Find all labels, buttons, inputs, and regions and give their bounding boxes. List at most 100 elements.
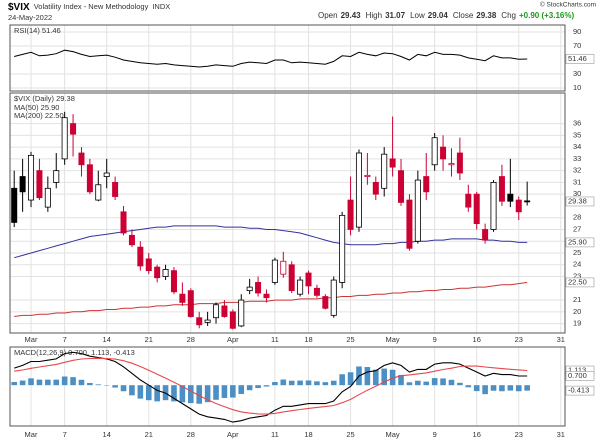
- histogram-bar: [280, 379, 287, 386]
- candle-body: [196, 317, 203, 326]
- histogram-bar: [490, 385, 497, 391]
- histogram-bar: [53, 379, 60, 386]
- quote-label: Low: [410, 11, 425, 20]
- header-title: $VIX Volatility Index - New Methodology IN…: [8, 2, 170, 13]
- y-tick-label: 28: [573, 213, 581, 222]
- panel-background: [10, 25, 565, 91]
- candle-body: [137, 246, 144, 267]
- x-tick-label: 16: [473, 430, 481, 439]
- x-tick-label: 25: [346, 430, 354, 439]
- histogram-bar: [288, 380, 295, 386]
- y-tick-label: 10: [573, 83, 581, 92]
- y-tick-label: 70: [573, 41, 581, 50]
- x-tick-label: 9: [433, 335, 437, 344]
- y-tick-label: 34: [573, 142, 581, 151]
- histogram-bar: [347, 372, 354, 386]
- histogram-bar: [322, 382, 329, 386]
- value-tag-label: 0.700: [568, 371, 587, 380]
- histogram-bar: [129, 385, 135, 396]
- candle-body: [28, 154, 35, 201]
- histogram-bar: [431, 378, 438, 386]
- candle-body: [406, 199, 413, 249]
- y-tick-label: 32: [573, 166, 581, 175]
- candle-body: [473, 193, 480, 224]
- x-tick-label: 21: [145, 430, 153, 439]
- value-tag-label: 22.50: [568, 277, 587, 286]
- x-tick-label: 9: [433, 430, 437, 439]
- histogram-bar: [145, 385, 152, 401]
- copyright: © StockCharts.com: [540, 1, 596, 9]
- candle-body: [297, 279, 304, 295]
- quote-label: High: [366, 11, 382, 20]
- candle-body: [515, 199, 522, 213]
- candle-body: [36, 170, 43, 199]
- y-tick-label: 24: [573, 260, 581, 269]
- candle-body: [498, 176, 505, 202]
- name: Volatility Index - New Methodology: [34, 2, 149, 11]
- histogram-bar: [473, 385, 480, 392]
- panel-frame: [9, 92, 566, 334]
- histogram-bar: [204, 385, 211, 403]
- x-tick-label: Apr: [227, 335, 239, 344]
- rsi-line: [14, 49, 528, 68]
- histogram-bar: [314, 381, 320, 386]
- candle-body: [313, 287, 320, 296]
- value-tag: [565, 385, 595, 396]
- candle-body: [61, 117, 68, 160]
- candle-body: [229, 311, 236, 329]
- histogram-bar: [196, 385, 203, 404]
- quote-label: Chg: [501, 11, 516, 20]
- value-tag-label: 29.38: [568, 196, 587, 205]
- y-tick-label: 25: [573, 248, 581, 257]
- histogram-bar: [112, 385, 118, 388]
- legend-entry: MA(200) 22.50: [14, 111, 64, 120]
- candle-body: [271, 259, 278, 283]
- candle-body: [154, 266, 161, 279]
- candle-body: [213, 304, 220, 319]
- candle-body: [381, 153, 388, 189]
- legend-entry: MA(50) 25.90: [14, 103, 59, 112]
- x-tick-label: 16: [473, 335, 481, 344]
- x-tick-label: 7: [63, 430, 67, 439]
- panel-frame: [9, 346, 566, 427]
- histogram-bar: [372, 369, 379, 386]
- x-tick-label: 21: [145, 335, 153, 344]
- value-tag: [565, 277, 595, 288]
- histogram-bar: [330, 380, 337, 386]
- candle-body: [490, 182, 497, 230]
- panel-background: [10, 93, 565, 333]
- x-tick-label: Apr: [227, 430, 239, 439]
- histogram-bar: [154, 385, 160, 402]
- histogram-bar: [263, 385, 270, 387]
- candle-body: [145, 258, 152, 272]
- candle-body: [507, 193, 514, 202]
- histogram-bar: [423, 381, 430, 386]
- candle-body: [372, 182, 379, 195]
- candle-body: [120, 211, 127, 234]
- value-tag: [565, 54, 595, 64]
- legend-title: RSI(14) 51.46: [14, 26, 61, 35]
- value-tag-label: 1.113: [568, 366, 586, 375]
- x-tick-label: 25: [346, 335, 354, 344]
- y-tick-label: 35: [573, 130, 581, 139]
- candle-body: [414, 179, 421, 242]
- value-tag: [565, 196, 595, 207]
- candle-body: [78, 152, 85, 166]
- value-tag-label: -0.413: [568, 386, 589, 395]
- x-tick-label: 31: [557, 335, 565, 344]
- x-tick-label: 18: [304, 430, 312, 439]
- histogram-bar: [246, 385, 253, 391]
- candle-body: [330, 279, 337, 316]
- candle-body: [238, 299, 245, 327]
- histogram-bar: [448, 379, 455, 386]
- x-tick-label: 31: [557, 430, 565, 439]
- candle-body: [339, 214, 346, 283]
- histogram-bar: [272, 382, 278, 386]
- x-tick-label: 23: [515, 430, 523, 439]
- quote-value: +0.90 (+3.16%): [519, 11, 574, 20]
- y-tick-label: 33: [573, 154, 581, 163]
- candle-body: [19, 176, 26, 193]
- histogram-bar: [78, 379, 85, 386]
- legend-title: $VIX (Daily) 29.38: [14, 94, 75, 103]
